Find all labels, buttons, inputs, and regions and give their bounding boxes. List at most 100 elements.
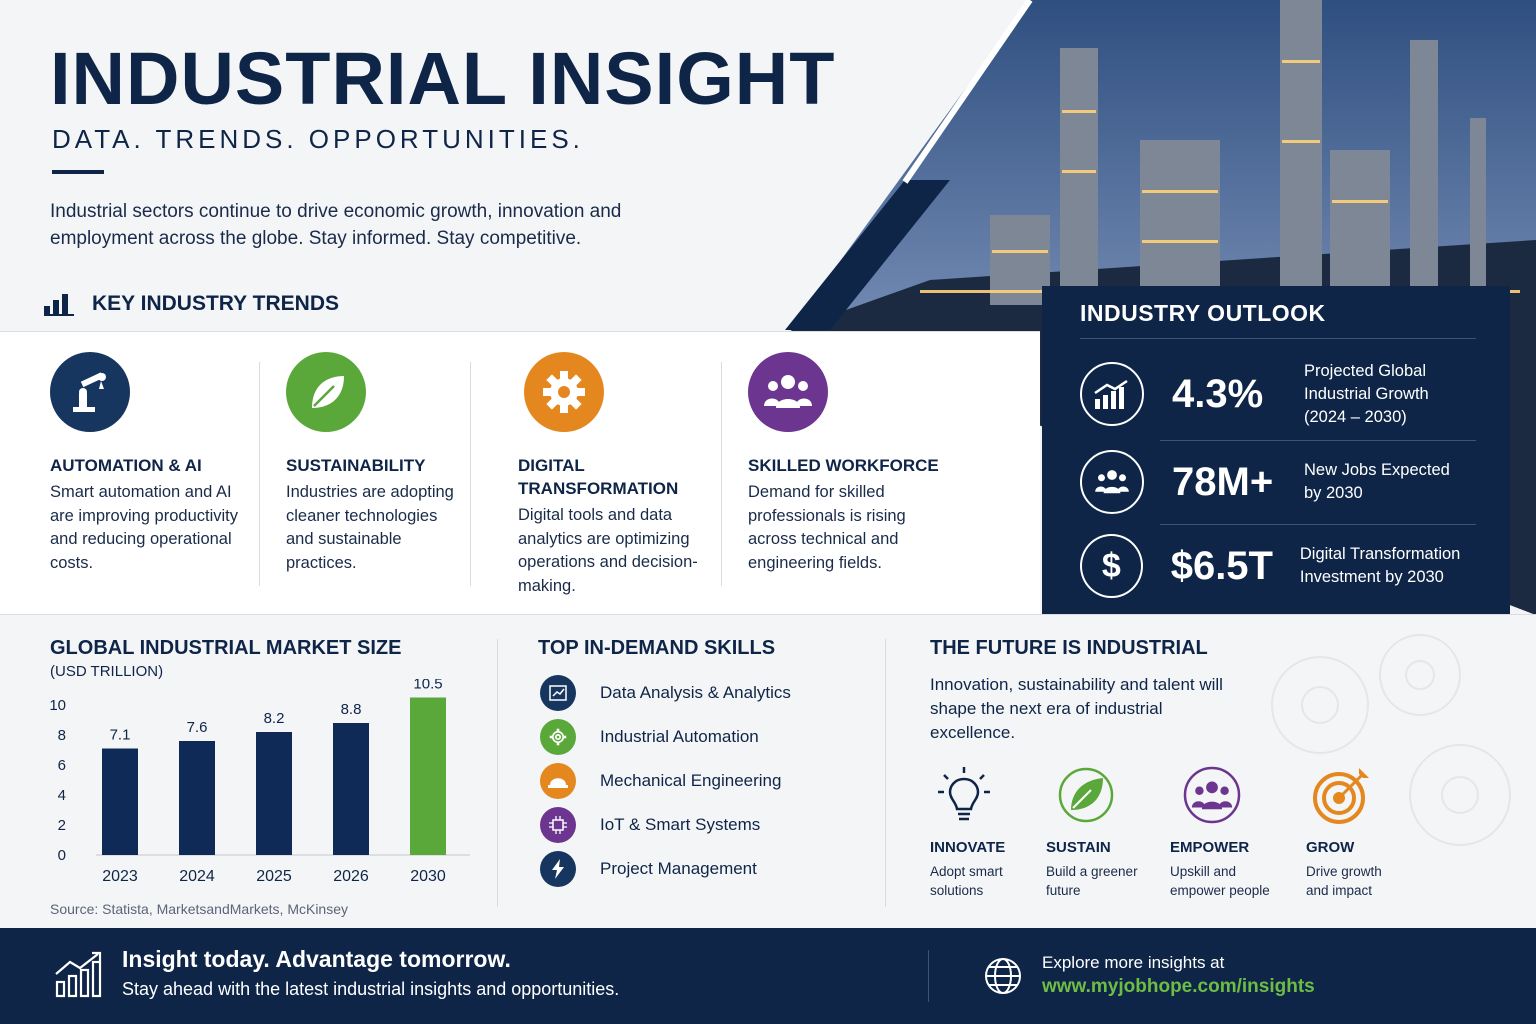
bar-value-label: 8.8 xyxy=(341,701,362,718)
lightbulb-icon xyxy=(932,763,996,827)
divider xyxy=(470,362,471,586)
divider xyxy=(1160,524,1476,525)
chart-source: Source: Statista, MarketsandMarkets, McK… xyxy=(50,901,348,917)
trend-title: SUSTAINABILITY xyxy=(286,456,426,475)
title-underline xyxy=(52,170,104,174)
footer-subline: Stay ahead with the latest industrial in… xyxy=(122,979,620,999)
skill-item: Data Analysis & Analytics xyxy=(540,675,791,711)
x-tick-label: 2023 xyxy=(102,868,138,885)
skill-item: Mechanical Engineering xyxy=(540,763,781,799)
skill-item: Industrial Automation xyxy=(540,719,759,755)
divider xyxy=(497,639,498,907)
page-subtitle: DATA. TRENDS. OPPORTUNITIES. xyxy=(52,124,584,154)
skill-label: IoT & Smart Systems xyxy=(600,815,761,834)
trend-text: Demand for skilled professionals is risi… xyxy=(748,483,906,572)
page-title: INDUSTRIAL INSIGHT xyxy=(50,37,836,120)
growth-chart-icon xyxy=(1080,362,1144,426)
people-icon xyxy=(1180,763,1244,827)
explore-text: Explore more insights at xyxy=(1042,953,1225,972)
lower-section: GLOBAL INDUSTRIAL MARKET SIZE (USD TRILL… xyxy=(0,614,1536,928)
y-tick-label: 6 xyxy=(58,757,66,774)
pillar-text: Build a greener future xyxy=(1046,864,1138,898)
people-icon xyxy=(748,352,828,432)
stat-value: 78M+ xyxy=(1172,459,1274,504)
divider xyxy=(259,362,260,586)
outlook-heading: INDUSTRY OUTLOOK xyxy=(1080,300,1326,326)
stat-jobs: 78M+ New Jobs Expected by 2030 xyxy=(1080,440,1476,524)
future-text: Innovation, sustainability and talent wi… xyxy=(930,675,1223,742)
people-icon xyxy=(1080,450,1144,514)
bar-value-label: 8.2 xyxy=(264,710,285,727)
hard-hat-icon xyxy=(540,763,576,799)
x-tick-label: 2025 xyxy=(256,868,292,885)
divider xyxy=(928,950,929,1002)
trend-workforce: SKILLED WORKFORCE Demand for skilled pro… xyxy=(748,352,948,575)
pillar-innovate: INNOVATE Adopt smart solutions xyxy=(930,763,1050,900)
y-tick-label: 2 xyxy=(58,817,66,834)
stat-growth: 4.3% Projected Global Industrial Growth … xyxy=(1080,352,1476,436)
bar-value-label: 7.6 xyxy=(187,719,208,736)
bar-value-label: 7.1 xyxy=(110,727,131,744)
pillar-title: SUSTAIN xyxy=(1046,839,1111,856)
key-trends-heading: KEY INDUSTRY TRENDS xyxy=(44,292,339,316)
trend-text: Digital tools and data analytics are opt… xyxy=(518,506,698,595)
skill-label: Project Management xyxy=(600,859,757,878)
growth-chart-icon xyxy=(55,951,102,998)
industry-outlook-panel: INDUSTRY OUTLOOK 4.3% Projected Global I… xyxy=(1042,286,1510,614)
stat-value: $6.5T xyxy=(1170,543,1273,588)
key-trends-label: KEY INDUSTRY TRENDS xyxy=(92,292,339,315)
leaf-icon xyxy=(1054,763,1118,827)
bar xyxy=(102,748,138,855)
gear-icon xyxy=(524,352,604,432)
skill-label: Mechanical Engineering xyxy=(600,771,782,790)
pillar-title: INNOVATE xyxy=(930,839,1006,856)
insights-link[interactable]: www.myjobhope.com/insights xyxy=(1042,976,1315,997)
x-tick-label: 2030 xyxy=(410,868,446,885)
divider xyxy=(1160,440,1476,441)
footer-tagline: Insight today. Advantage tomorrow. xyxy=(122,946,511,972)
pillar-grow: GROW Drive growth and impact xyxy=(1306,763,1426,900)
stat-desc: Projected Global Industrial Growth (2024… xyxy=(1304,361,1429,426)
future-heading: THE FUTURE IS INDUSTRIAL xyxy=(930,637,1208,659)
trend-digital: DIGITAL TRANSFORMATION Digital tools and… xyxy=(518,352,698,598)
stat-desc: Digital Transformation Investment by 203… xyxy=(1299,545,1461,586)
pillar-empower: EMPOWER Upskill and empower people xyxy=(1170,763,1290,900)
bar xyxy=(410,697,446,855)
robot-arm-icon xyxy=(50,352,130,432)
trends-panel: AUTOMATION & AI Smart automation and AI … xyxy=(0,331,1040,614)
target-icon xyxy=(1310,763,1374,827)
skill-label: Data Analysis & Analytics xyxy=(600,683,791,702)
leaf-icon xyxy=(286,352,366,432)
pillar-text: Upskill and empower people xyxy=(1170,864,1270,898)
stat-investment: $ $6.5T Digital Transformation Investmen… xyxy=(1080,524,1476,608)
skill-item: Project Management xyxy=(540,851,757,887)
skill-label: Industrial Automation xyxy=(600,727,759,746)
bar xyxy=(179,741,215,855)
y-tick-label: 10 xyxy=(49,697,66,714)
trend-sustainability: SUSTAINABILITY Industries are adopting c… xyxy=(286,352,456,575)
chart-icon xyxy=(540,675,576,711)
pillar-title: GROW xyxy=(1306,839,1355,856)
x-tick-label: 2026 xyxy=(333,868,369,885)
dollar-icon: $ xyxy=(1080,534,1143,598)
stat-desc: New Jobs Expected by 2030 xyxy=(1304,461,1450,502)
divider xyxy=(721,362,722,586)
lightning-icon xyxy=(540,851,576,887)
trend-text: Industries are adopting cleaner technolo… xyxy=(286,483,454,572)
y-tick-label: 4 xyxy=(58,787,66,804)
pillar-text: Adopt smart solutions xyxy=(930,864,1003,898)
footer: Insight today. Advantage tomorrow. Stay … xyxy=(0,928,1536,1024)
x-tick-label: 2024 xyxy=(179,868,215,885)
pillar-title: EMPOWER xyxy=(1170,839,1250,856)
chip-icon xyxy=(540,807,576,843)
divider xyxy=(885,639,886,907)
bar xyxy=(256,732,292,855)
trend-text: Smart automation and AI are improving pr… xyxy=(50,483,238,572)
trend-title: AUTOMATION & AI xyxy=(50,456,202,475)
bar-value-label: 10.5 xyxy=(413,679,442,693)
intro-text: Industrial sectors continue to drive eco… xyxy=(50,201,622,249)
y-tick-label: 0 xyxy=(58,847,66,864)
trend-title: SKILLED WORKFORCE xyxy=(748,456,939,475)
y-tick-label: 8 xyxy=(58,727,66,744)
market-unit: (USD TRILLION) xyxy=(50,663,164,680)
